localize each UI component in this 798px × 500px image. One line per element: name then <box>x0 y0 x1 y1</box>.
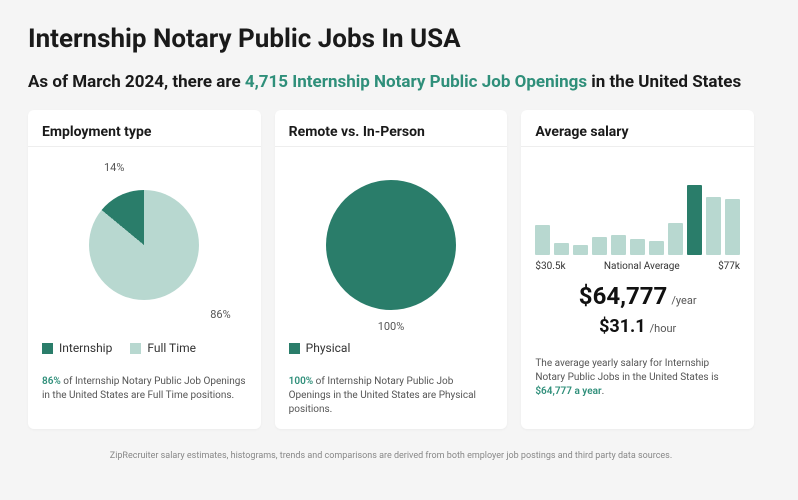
cards-row: Employment type 14% 86% Internship Full … <box>28 110 754 429</box>
axis-max: $77k <box>718 261 740 272</box>
employment-slice-label-2: 86% <box>210 308 230 321</box>
histogram-bar <box>535 225 550 255</box>
axis-mid: National Average <box>604 261 680 272</box>
remote-pie-chart: 100% <box>289 155 494 335</box>
salary-hour-unit: /hour <box>650 322 677 335</box>
subtitle-suffix: in the United States <box>587 72 741 92</box>
salary-axis: $30.5k National Average $77k <box>535 261 740 272</box>
subtitle-accent: 4,715 Internship Notary Public Job Openi… <box>245 72 587 92</box>
salary-histogram <box>535 185 740 255</box>
salary-year-row: $64,777/year <box>535 282 740 310</box>
footnote: ZipRecruiter salary estimates, histogram… <box>28 451 754 461</box>
divider <box>28 146 261 147</box>
employment-card: Employment type 14% 86% Internship Full … <box>28 110 261 429</box>
page: Internship Notary Public Jobs In USA As … <box>0 0 782 469</box>
histogram-bar <box>706 197 721 255</box>
employment-pie-chart: 14% 86% <box>42 155 247 335</box>
caption-text: of Internship Notary Public Job Openings… <box>289 376 476 415</box>
employment-legend: Internship Full Time <box>42 341 247 355</box>
caption-accent: $64,777 a year <box>535 386 601 397</box>
employment-slice-label-1: 14% <box>104 161 124 174</box>
histogram-bar <box>573 245 588 255</box>
remote-card: Remote vs. In-Person 100% Physical 100% … <box>275 110 508 429</box>
legend-label: Physical <box>306 341 351 355</box>
legend-swatch <box>42 343 53 354</box>
legend-swatch <box>289 343 300 354</box>
axis-min: $30.5k <box>535 261 565 272</box>
caption-accent: 86% <box>42 376 61 387</box>
histogram-bar <box>668 223 683 255</box>
salary-card: Average salary $30.5k National Average $… <box>521 110 754 429</box>
legend-item: Full Time <box>130 341 196 355</box>
page-subtitle: As of March 2024, there are 4,715 Intern… <box>28 72 754 92</box>
histogram-bar <box>611 235 626 255</box>
remote-slice-label-1: 100% <box>378 320 405 333</box>
remote-caption: 100% of Internship Notary Public Job Ope… <box>289 375 494 417</box>
caption-accent: 100% <box>289 376 314 387</box>
legend-swatch <box>130 343 141 354</box>
remote-legend: Physical <box>289 341 494 355</box>
salary-year-unit: /year <box>671 294 696 307</box>
employment-card-title: Employment type <box>42 124 247 140</box>
caption-prefix: The average yearly salary for Internship… <box>535 358 718 383</box>
histogram-bar <box>725 199 740 255</box>
salary-caption: The average yearly salary for Internship… <box>535 357 740 399</box>
page-scroll[interactable]: Internship Notary Public Jobs In USA As … <box>0 0 798 500</box>
caption-text: of Internship Notary Public Job Openings… <box>42 376 246 401</box>
subtitle-prefix: As of March 2024, there are <box>28 72 245 92</box>
employment-pie <box>89 190 199 300</box>
salary-hour-value: $31.1 <box>599 316 646 337</box>
legend-label: Full Time <box>147 341 196 355</box>
histogram-bar <box>649 241 664 255</box>
remote-card-title: Remote vs. In-Person <box>289 124 494 140</box>
remote-pie <box>326 180 456 310</box>
employment-caption: 86% of Internship Notary Public Job Open… <box>42 375 247 403</box>
divider <box>275 146 508 147</box>
histogram-bar <box>687 185 702 255</box>
divider <box>521 146 754 147</box>
legend-label: Internship <box>59 341 112 355</box>
histogram-bar <box>630 239 645 255</box>
legend-item: Physical <box>289 341 351 355</box>
salary-hour-row: $31.1/hour <box>535 316 740 337</box>
histogram-bar <box>592 237 607 255</box>
salary-year-value: $64,777 <box>579 282 668 310</box>
caption-suffix: . <box>602 386 605 397</box>
salary-card-title: Average salary <box>535 124 740 140</box>
page-title: Internship Notary Public Jobs In USA <box>28 24 754 54</box>
histogram-bar <box>554 243 569 255</box>
legend-item: Internship <box>42 341 112 355</box>
